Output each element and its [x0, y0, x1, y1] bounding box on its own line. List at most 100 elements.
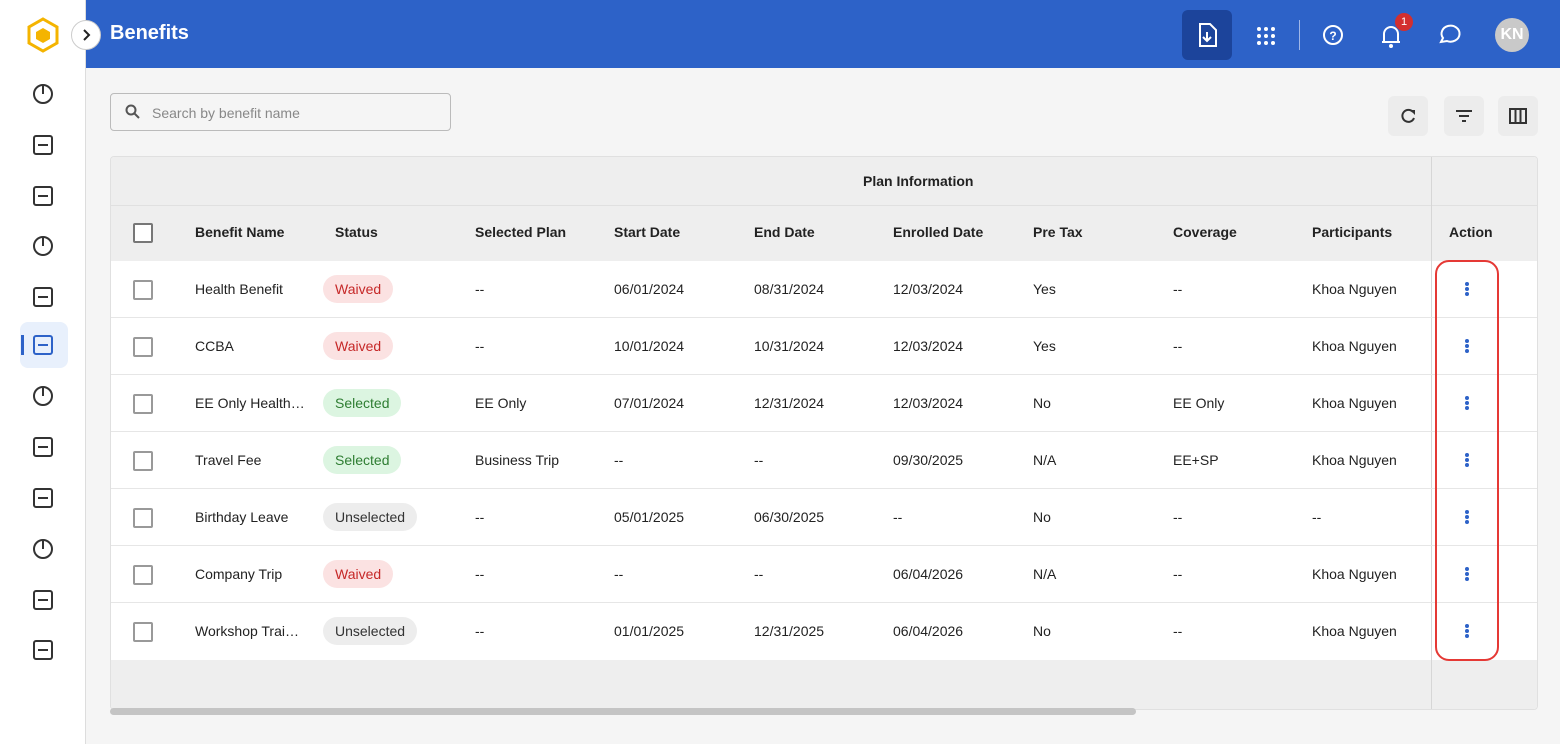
cell-text: Company Trip [195, 565, 283, 582]
sidebar-toggle[interactable] [71, 20, 101, 50]
cell-text: N/A [1033, 451, 1057, 468]
action-menu[interactable] [1463, 622, 1471, 640]
download-button[interactable] [1182, 10, 1232, 60]
column-header: Pre Tax [1033, 224, 1083, 240]
dot [1465, 457, 1469, 462]
cell-text: Khoa Nguyen [1312, 565, 1397, 582]
status-badge: Selected [323, 445, 402, 474]
cell-text: 12/03/2024 [893, 394, 964, 411]
dot [1465, 571, 1469, 576]
highlight-outline [1435, 260, 1499, 661]
cell-text: 12/03/2024 [893, 280, 964, 297]
table-footer [111, 660, 1537, 709]
nav-icon[interactable] [33, 539, 53, 559]
action-menu[interactable] [1463, 508, 1471, 526]
nav-icon[interactable] [33, 287, 53, 307]
cell-text: 09/30/2025 [893, 451, 964, 468]
svg-text:?: ? [1329, 29, 1336, 43]
logo [27, 17, 59, 53]
cell-text: 10/01/2024 [614, 337, 685, 354]
cell-text: -- [475, 622, 485, 639]
cell-text: CCBA [195, 337, 234, 354]
apps-button[interactable] [1252, 22, 1280, 50]
nav-icon[interactable] [33, 186, 53, 206]
nav-icon[interactable] [33, 84, 53, 104]
cell-text: 06/04/2026 [893, 622, 964, 639]
avatar[interactable]: KN [1495, 18, 1529, 52]
cell-text: Travel Fee [195, 451, 262, 468]
dot [1465, 395, 1469, 400]
cell-text: -- [1173, 337, 1183, 354]
cell-text: 12/31/2024 [754, 394, 825, 411]
sidebar [0, 0, 86, 744]
row-checkbox[interactable] [133, 450, 153, 471]
nav-icon[interactable] [33, 590, 53, 610]
action-menu[interactable] [1463, 394, 1471, 412]
top-bar: Benefits ? 1 KN [86, 0, 1560, 68]
cell-text: -- [614, 565, 624, 582]
cell-text: -- [893, 508, 903, 525]
row-checkbox[interactable] [133, 279, 153, 300]
cell-text: Khoa Nguyen [1312, 337, 1397, 354]
dot [1465, 462, 1469, 467]
cell-text: 12/31/2025 [754, 622, 825, 639]
dot [1465, 400, 1469, 405]
cell-text: 05/01/2025 [614, 508, 685, 525]
cell-text: -- [1173, 565, 1183, 582]
nav-icon[interactable] [33, 236, 53, 256]
columns-button[interactable] [1498, 96, 1538, 136]
dot [1465, 338, 1469, 343]
cell-text: -- [475, 337, 485, 354]
action-menu[interactable] [1463, 280, 1471, 298]
page-title: Benefits [110, 22, 189, 44]
dot [1465, 343, 1469, 348]
status-badge: Waived [323, 331, 394, 360]
row-divider [111, 602, 1537, 603]
column-header: Selected Plan [475, 224, 567, 240]
cell-text: Khoa Nguyen [1312, 622, 1397, 639]
row-divider [111, 431, 1537, 432]
row-checkbox[interactable] [133, 336, 153, 357]
column-header-row [111, 205, 1537, 261]
nav-icon[interactable] [33, 437, 53, 457]
cell-text: Khoa Nguyen [1312, 394, 1397, 411]
status-badge: Waived [323, 274, 394, 303]
dot [1465, 405, 1469, 410]
notification-badge: 1 [1395, 13, 1413, 31]
benefits-table: Plan Information Benefit Name Status Selec… [110, 156, 1538, 710]
column-header: Start Date [614, 224, 681, 240]
nav-icon[interactable] [33, 488, 53, 508]
nav-icon[interactable] [33, 135, 53, 155]
cell-text: EE Only [1173, 394, 1225, 411]
chat-button[interactable] [1436, 22, 1464, 48]
row-checkbox[interactable] [133, 393, 153, 414]
row-checkbox[interactable] [133, 564, 153, 585]
action-menu[interactable] [1463, 565, 1471, 583]
notification-button[interactable] [1378, 22, 1404, 50]
filter-button[interactable] [1444, 96, 1484, 136]
row-checkbox[interactable] [133, 507, 153, 528]
cell-text: Yes [1033, 280, 1056, 297]
cell-text: -- [1173, 280, 1183, 297]
dot [1465, 291, 1469, 296]
cell-text: -- [754, 451, 764, 468]
refresh-button[interactable] [1388, 96, 1428, 136]
action-menu[interactable] [1463, 337, 1471, 355]
dot [1465, 623, 1469, 628]
column-header: Participants [1312, 224, 1393, 240]
dot [1465, 628, 1469, 633]
nav-icon[interactable] [33, 335, 53, 355]
cell-text: 08/31/2024 [754, 280, 825, 297]
nav-icon[interactable] [33, 386, 53, 406]
action-menu[interactable] [1463, 451, 1471, 469]
cell-text: -- [1173, 622, 1183, 639]
header-checkbox[interactable] [133, 223, 153, 243]
row-checkbox[interactable] [133, 621, 153, 642]
group-header-row [111, 157, 1537, 205]
dot [1465, 348, 1469, 353]
scrollbar[interactable] [110, 708, 1136, 715]
search-box[interactable]: Search by benefit name [110, 93, 451, 131]
nav-icon[interactable] [33, 640, 53, 660]
help-button[interactable]: ? [1320, 22, 1346, 48]
